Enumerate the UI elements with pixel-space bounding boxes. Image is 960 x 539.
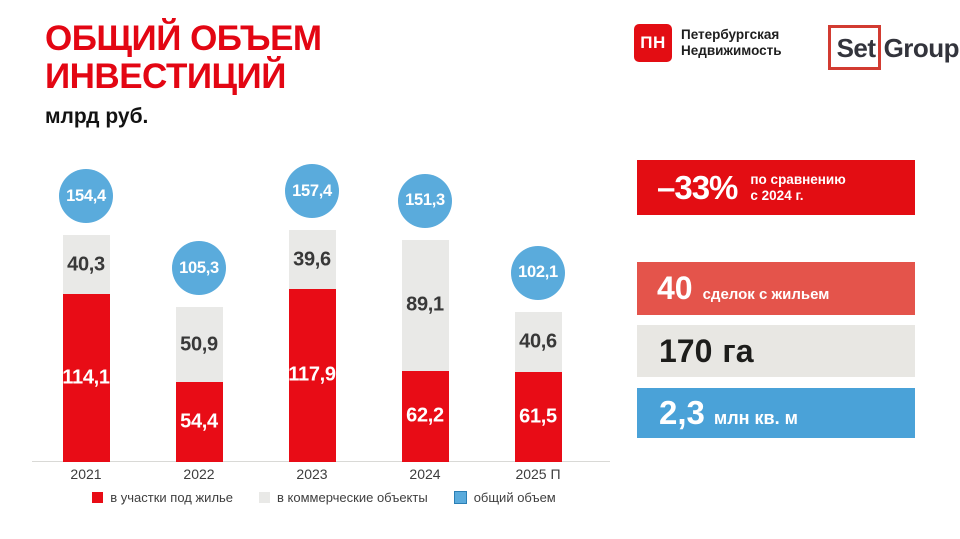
commercial-value-label-2022: 50,9: [180, 333, 218, 356]
bar-segment-commercial-2024: [401, 239, 449, 371]
stat-land-label: га: [722, 332, 754, 369]
x-tick-label-2025 П: 2025 П: [515, 466, 561, 482]
legend-swatch-icon: [453, 491, 467, 504]
x-tick-label-2024: 2024: [409, 466, 441, 482]
title-line-1: ОБЩИЙ ОБЪЕМ: [45, 19, 322, 58]
pn-logo-text-line1: Петербургская: [681, 27, 780, 43]
bar-segment-housing-2025 П: [514, 371, 562, 462]
stat-land-box: 170 га: [637, 325, 915, 377]
housing-value-label-2024: 62,2: [406, 404, 444, 427]
stat-area-box: 2,3 млн кв. м: [637, 388, 915, 438]
commercial-value-label-2021: 40,3: [67, 253, 105, 276]
bar-segment-housing-2023: [288, 288, 336, 462]
stat-change-box: –33% по сравнению с 2024 г.: [637, 160, 915, 215]
stat-area-label: млн кв. м: [713, 408, 798, 428]
pn-logo: ПН Петербургская Недвижимость: [634, 24, 782, 62]
stat-change-note-line1: по сравнению: [750, 171, 846, 187]
setl-logo-text-set: Set: [836, 33, 876, 63]
commercial-value-label-2025 П: 40,6: [519, 330, 557, 353]
housing-value-label-2021: 114,1: [62, 366, 110, 389]
total-bubble-2022: 105,3: [172, 241, 226, 296]
bar-segment-housing-2021: [62, 294, 110, 462]
housing-value-label-2025 П: 61,5: [519, 405, 557, 428]
logo-row: ПН Петербургская Недвижимость Set Group: [634, 24, 960, 70]
total-bubble-2023: 157,4: [285, 164, 339, 219]
title-line-2: ИНВЕСТИЦИЙ: [45, 57, 286, 97]
legend-swatch-icon: [92, 492, 104, 503]
stat-change-note-line2: с 2024 г.: [750, 187, 804, 203]
title-units: млрд руб.: [45, 105, 149, 129]
total-bubble-2025 П: 102,1: [511, 245, 565, 300]
total-bubble-2024: 151,3: [398, 173, 452, 228]
stat-area-value: 2,3: [659, 394, 705, 431]
bar-segment-housing-2024: [401, 370, 449, 462]
setl-logo-frame-icon: Set: [827, 25, 881, 70]
bar-segment-housing-2022: [175, 382, 223, 462]
x-tick-label-2023: 2023: [296, 466, 328, 482]
legend-label: в коммерческие объекты: [277, 490, 428, 505]
stat-change-note: по сравнению с 2024 г.: [750, 172, 845, 204]
pn-logo-text-line2: Недвижимость: [681, 43, 782, 58]
housing-value-label-2022: 54,4: [180, 410, 218, 433]
stat-deals-label: сделок с жильем: [702, 286, 830, 303]
legend-swatch-icon: [259, 492, 271, 503]
x-tick-label-2021: 2021: [70, 466, 102, 482]
page-title: ОБЩИЙ ОБЪЕМ ИНВЕСТИЦИЙ млрд руб.: [45, 19, 322, 129]
legend-item-1: в коммерческие объекты: [259, 490, 428, 505]
housing-value-label-2023: 117,9: [288, 363, 336, 386]
stat-deals-box: 40 сделок с жильем: [637, 262, 915, 315]
bar-segment-commercial-2023: [288, 230, 336, 289]
chart-legend: в участки под жилье в коммерческие объект…: [35, 490, 613, 505]
stat-deals-value: 40: [657, 270, 693, 306]
setl-group-logo: Set Group: [827, 25, 960, 70]
legend-item-0: в участки под жилье: [92, 490, 233, 505]
commercial-value-label-2023: 39,6: [293, 248, 331, 271]
pn-logo-icon: ПН: [634, 24, 672, 62]
bar-segment-commercial-2025 П: [514, 311, 562, 372]
bar-segment-commercial-2022: [175, 307, 223, 383]
bar-segment-commercial-2021: [62, 235, 110, 295]
legend-label: в участки под жилье: [110, 490, 234, 505]
stat-land-value: 170: [659, 332, 713, 369]
stat-change-value: –33%: [657, 168, 738, 206]
x-tick-label-2022: 2022: [183, 466, 215, 482]
total-bubble-2021: 154,4: [59, 169, 113, 224]
legend-item-2: общий объем: [453, 490, 556, 505]
legend-label: общий объем: [473, 490, 556, 505]
pn-logo-text: Петербургская Недвижимость: [681, 27, 782, 58]
setl-logo-text-group: Group: [883, 32, 960, 63]
commercial-value-label-2024: 89,1: [406, 293, 444, 316]
